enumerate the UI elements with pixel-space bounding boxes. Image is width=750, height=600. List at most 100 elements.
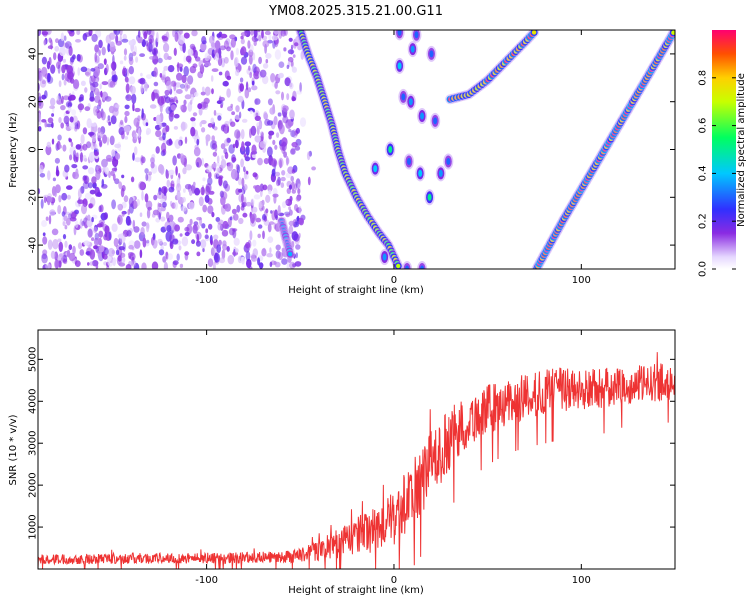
noise-speckle: [181, 74, 187, 84]
noise-speckle: [161, 122, 167, 127]
noise-speckle: [152, 239, 158, 249]
noise-speckle: [193, 221, 199, 226]
noise-speckle: [164, 89, 170, 96]
noise-speckle: [165, 251, 169, 260]
noise-speckle: [38, 112, 42, 122]
noise-speckle: [218, 176, 223, 187]
noise-speckle: [281, 91, 284, 101]
y-tick-label: -40: [28, 237, 39, 253]
noise-speckle: [262, 40, 270, 48]
noise-speckle: [185, 55, 192, 63]
noise-speckle: [248, 65, 251, 71]
noise-speckle: [152, 209, 160, 216]
noise-speckle: [141, 221, 147, 227]
noise-speckle: [141, 156, 146, 164]
noise-speckle: [73, 79, 80, 90]
noise-speckle: [77, 67, 80, 76]
noise-speckle: [123, 125, 131, 133]
noise-speckle: [118, 127, 125, 136]
blob-group: [370, 30, 454, 269]
noise-speckle: [48, 37, 52, 43]
noise-speckle: [295, 178, 301, 189]
noise-speckle: [96, 110, 102, 119]
noise-speckle: [68, 213, 72, 220]
noise-speckle: [90, 82, 96, 93]
noise-speckle: [45, 216, 49, 221]
blob-core: [420, 112, 425, 120]
noise-speckle: [208, 35, 215, 44]
noise-speckle: [250, 30, 254, 36]
noise-speckle: [190, 94, 194, 102]
noise-speckle: [118, 246, 126, 251]
noise-speckle: [279, 159, 282, 169]
noise-speckle: [46, 60, 51, 70]
noise-speckle: [58, 117, 62, 124]
noise-speckle: [178, 139, 183, 146]
noise-speckle: [254, 135, 262, 143]
noise-speckle: [60, 32, 65, 42]
noise-speckle: [239, 83, 244, 92]
noise-speckle: [282, 105, 289, 112]
blob-core: [414, 31, 419, 39]
snr-background: [38, 330, 675, 569]
noise-speckle: [230, 50, 234, 61]
noise-speckle: [128, 244, 134, 250]
noise-speckle: [96, 192, 102, 197]
noise-speckle: [115, 40, 122, 46]
noise-speckle: [227, 254, 235, 265]
noise-speckle: [230, 37, 236, 48]
noise-speckle: [276, 132, 280, 139]
noise-speckle: [245, 201, 252, 207]
colorbar-ticks: 0.0 0.2 0.4 0.6 0.8: [698, 70, 736, 277]
noise-speckle: [249, 71, 253, 79]
noise-speckle: [285, 119, 292, 129]
noise-speckle: [150, 161, 155, 169]
noise-speckle: [136, 198, 140, 207]
noise-speckle: [125, 77, 130, 83]
noise-speckle: [45, 145, 52, 156]
noise-speckle: [91, 237, 95, 242]
noise-speckle: [96, 223, 103, 228]
noise-speckle: [191, 30, 198, 37]
noise-speckle: [58, 80, 62, 88]
noise-speckle: [200, 239, 207, 249]
blob-core: [429, 50, 434, 58]
noise-speckle: [216, 162, 220, 167]
noise-speckle: [98, 245, 105, 253]
noise-speckle: [245, 242, 251, 249]
noise-speckle: [137, 30, 141, 38]
noise-speckle: [179, 263, 184, 268]
noise-speckle: [122, 66, 126, 71]
noise-speckle: [241, 118, 248, 123]
noise-speckle: [41, 119, 47, 123]
noise-speckle: [58, 241, 64, 252]
track-1: [276, 216, 296, 260]
noise-speckle: [75, 152, 80, 157]
noise-speckle: [131, 93, 137, 105]
noise-speckle: [270, 73, 276, 83]
noise-speckle: [112, 257, 116, 267]
noise-speckle: [258, 34, 262, 42]
noise-speckle: [191, 239, 196, 245]
snr-frame: [37, 329, 676, 570]
noise-speckle: [183, 99, 187, 106]
blob-core: [418, 169, 423, 177]
noise-speckle: [43, 39, 47, 46]
noise-speckle: [157, 96, 165, 106]
noise-speckle: [286, 64, 290, 69]
noise-speckle: [63, 79, 67, 86]
noise-speckle: [230, 121, 236, 127]
noise-speckle: [105, 63, 109, 73]
noise-speckle: [261, 199, 265, 206]
noise-speckle: [132, 152, 135, 161]
noise-speckle: [234, 69, 240, 77]
blob-core: [420, 265, 425, 269]
noise-speckle: [254, 115, 261, 122]
noise-speckle: [127, 219, 132, 226]
noise-speckle: [180, 121, 188, 131]
noise-speckle: [46, 193, 53, 204]
noise-speckle: [204, 52, 210, 62]
noise-speckle: [269, 107, 276, 115]
noise-speckle: [166, 225, 172, 232]
noise-speckle: [263, 158, 269, 165]
